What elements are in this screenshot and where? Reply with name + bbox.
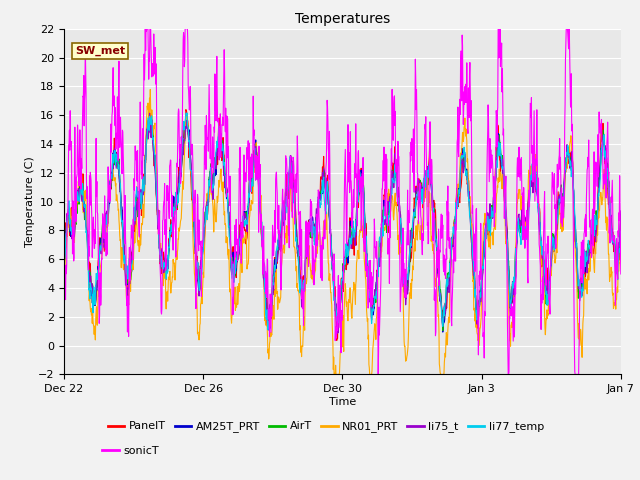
Line: sonicT: sonicT <box>64 29 621 374</box>
AirT <box>170 201 178 206</box>
NR01_PRT <box>330 372 338 377</box>
Text: SW_met: SW_met <box>75 46 125 56</box>
AM25T_PRT <box>617 220 625 226</box>
li77_temp <box>429 213 437 219</box>
li77_temp <box>264 327 272 333</box>
li77_temp <box>617 230 625 236</box>
li75_t <box>60 262 68 268</box>
AirT <box>552 234 559 240</box>
Line: AirT: AirT <box>64 114 621 331</box>
AM25T_PRT <box>439 329 447 335</box>
NR01_PRT <box>246 203 254 208</box>
AirT <box>246 177 254 183</box>
sonicT <box>246 189 254 194</box>
AM25T_PRT <box>429 201 437 207</box>
PanelT <box>182 107 189 112</box>
li75_t <box>502 220 510 226</box>
Title: Temperatures: Temperatures <box>295 12 390 26</box>
PanelT <box>170 209 178 215</box>
AirT <box>617 212 625 217</box>
li75_t <box>171 207 179 213</box>
sonicT <box>429 227 437 233</box>
sonicT <box>171 208 179 214</box>
li77_temp <box>170 205 178 211</box>
li75_t <box>184 133 192 139</box>
li75_t <box>146 110 154 116</box>
PanelT <box>502 209 510 215</box>
NR01_PRT <box>147 86 154 92</box>
Line: li75_t: li75_t <box>64 113 621 333</box>
PanelT <box>617 228 625 234</box>
NR01_PRT <box>60 284 68 289</box>
NR01_PRT <box>184 131 192 137</box>
li75_t <box>552 232 559 238</box>
li77_temp <box>182 110 190 116</box>
AirT <box>439 328 447 334</box>
AM25T_PRT <box>60 262 68 268</box>
li77_temp <box>502 227 510 232</box>
Y-axis label: Temperature (C): Temperature (C) <box>25 156 35 247</box>
PanelT <box>60 262 68 268</box>
AM25T_PRT <box>246 173 254 179</box>
li77_temp <box>60 262 68 268</box>
li75_t <box>246 172 254 178</box>
sonicT <box>374 372 382 377</box>
AM25T_PRT <box>183 114 191 120</box>
AM25T_PRT <box>552 230 559 236</box>
li77_temp <box>184 124 192 130</box>
PanelT <box>184 125 192 131</box>
sonicT <box>184 84 192 89</box>
PanelT <box>333 337 340 343</box>
sonicT <box>60 240 68 246</box>
PanelT <box>429 199 437 204</box>
NR01_PRT <box>617 253 625 259</box>
X-axis label: Time: Time <box>329 397 356 407</box>
sonicT <box>552 202 559 207</box>
NR01_PRT <box>429 251 437 256</box>
AirT <box>184 130 192 135</box>
Line: li77_temp: li77_temp <box>64 113 621 330</box>
NR01_PRT <box>171 266 179 272</box>
li77_temp <box>246 175 254 181</box>
Line: NR01_PRT: NR01_PRT <box>64 89 621 374</box>
AM25T_PRT <box>184 132 192 137</box>
AM25T_PRT <box>170 194 178 200</box>
AirT <box>429 209 437 215</box>
AirT <box>502 217 510 223</box>
sonicT <box>502 232 510 238</box>
PanelT <box>552 238 559 244</box>
AM25T_PRT <box>502 220 510 226</box>
li77_temp <box>552 234 559 240</box>
li75_t <box>617 208 625 214</box>
Line: PanelT: PanelT <box>64 109 621 340</box>
Legend: sonicT: sonicT <box>102 445 159 456</box>
NR01_PRT <box>502 239 510 244</box>
Line: AM25T_PRT: AM25T_PRT <box>64 117 621 332</box>
sonicT <box>141 26 149 32</box>
li75_t <box>429 205 437 211</box>
NR01_PRT <box>552 256 559 262</box>
li75_t <box>333 330 341 336</box>
sonicT <box>617 271 625 277</box>
PanelT <box>246 168 254 174</box>
AirT <box>60 262 68 268</box>
AirT <box>183 111 191 117</box>
